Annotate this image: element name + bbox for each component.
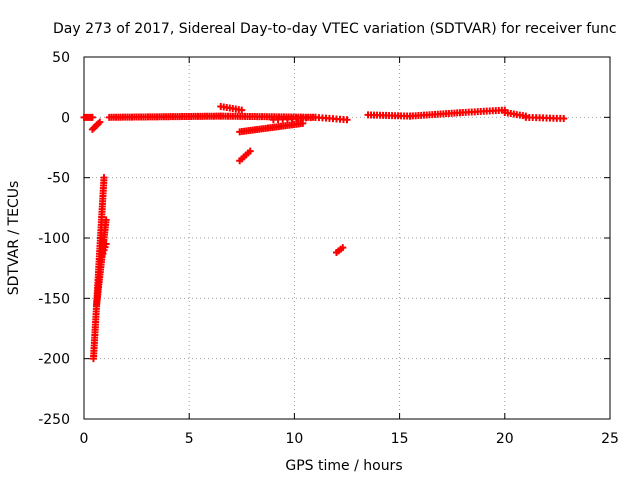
x-tick-label: 0 (80, 431, 89, 447)
y-tick-label: -200 (38, 352, 70, 368)
x-tick-label: 10 (285, 431, 303, 447)
y-tick-label: -50 (47, 171, 70, 187)
data-point (343, 116, 351, 124)
x-tick-label: 20 (496, 431, 514, 447)
y-tick-label: -250 (38, 412, 70, 428)
y-tick-label: -100 (38, 231, 70, 247)
data-point (238, 106, 246, 114)
y-tick-label: -150 (38, 291, 70, 307)
data-point (102, 216, 110, 224)
x-tick-label: 15 (391, 431, 409, 447)
data-point (299, 119, 307, 127)
x-tick-label: 5 (185, 431, 194, 447)
data-point (339, 244, 347, 252)
data-point (246, 147, 254, 155)
data-point (88, 113, 96, 121)
data-point (100, 174, 108, 182)
tick-labels: 0 5 10 15 20 25 50 0 -50 -100 -150 -200 -250 (38, 50, 619, 447)
x-tick-label: 25 (601, 431, 619, 447)
y-tick-label: 50 (52, 50, 70, 66)
y-axis-label: SDTVAR / TECUs (6, 181, 22, 296)
chart-title: Day 273 of 2017, Sidereal Day-to-day VTE… (53, 21, 617, 37)
grid-lines (84, 57, 610, 419)
plot-frame (83, 56, 611, 420)
y-tick-label: 0 (61, 110, 70, 126)
data-point (102, 240, 110, 248)
x-axis-label: GPS time / hours (285, 458, 402, 474)
axis-ticks (83, 56, 611, 420)
data-point (560, 115, 568, 123)
data-point (96, 118, 104, 126)
data-points (80, 102, 568, 363)
